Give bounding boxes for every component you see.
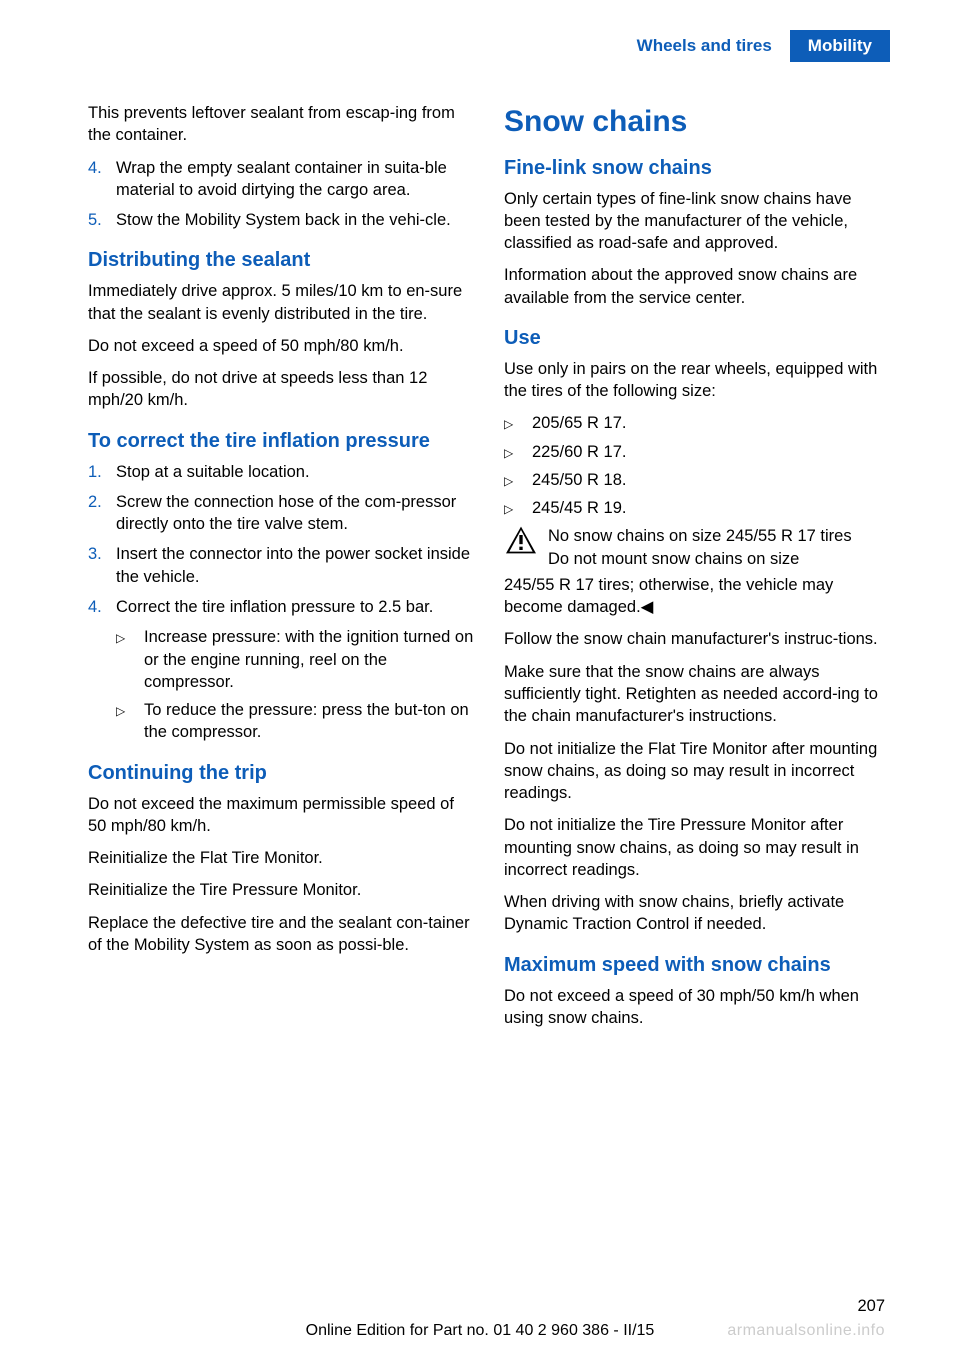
- body-text: Do not initialize the Tire Pressure Moni…: [504, 814, 890, 881]
- bullet-icon: ▷: [504, 469, 532, 491]
- bullet-icon: ▷: [504, 441, 532, 463]
- body-text: Reinitialize the Flat Tire Monitor.: [88, 847, 474, 869]
- body-text: Only certain types of fine-link snow cha…: [504, 188, 890, 255]
- warning-line: Do not mount snow chains on size: [548, 548, 852, 570]
- list-item: ▷To reduce the pressure: press the but‐t…: [116, 699, 474, 744]
- heading-max-speed: Maximum speed with snow chains: [504, 952, 890, 979]
- bullet-icon: ▷: [116, 699, 144, 744]
- bullet-icon: ▷: [504, 412, 532, 434]
- header-section-label: Wheels and tires: [619, 30, 790, 62]
- list-item: 3.Insert the connector into the power so…: [88, 543, 474, 588]
- step-number: 3.: [88, 543, 116, 588]
- watermark-text: armanualsonline.info: [727, 1322, 885, 1340]
- body-text: Immediately drive approx. 5 miles/10 km …: [88, 280, 474, 325]
- list-item: 4.Correct the tire inflation pressure to…: [88, 596, 474, 618]
- bullet-text: 245/45 R 19.: [532, 497, 627, 519]
- step-text: Stow the Mobility System back in the veh…: [116, 209, 451, 231]
- body-text: Follow the snow chain manufacturer's ins…: [504, 628, 890, 650]
- page-number: 207: [857, 1297, 885, 1316]
- warning-title: No snow chains on size 245/55 R 17 tires: [548, 525, 852, 547]
- warning-box: No snow chains on size 245/55 R 17 tires…: [504, 525, 890, 570]
- list-item: 2.Screw the connection hose of the com‐p…: [88, 491, 474, 536]
- bullet-text: 205/65 R 17.: [532, 412, 627, 434]
- body-text: Do not exceed a speed of 30 mph/50 km/h …: [504, 985, 890, 1030]
- content-columns: This prevents leftover sealant from esca…: [0, 62, 960, 1039]
- step-number: 2.: [88, 491, 116, 536]
- step-number: 5.: [88, 209, 116, 231]
- step-number: 4.: [88, 157, 116, 202]
- heading-use: Use: [504, 325, 890, 352]
- heading-fine-link: Fine-link snow chains: [504, 155, 890, 182]
- warning-text: No snow chains on size 245/55 R 17 tires…: [548, 525, 852, 570]
- heading-distributing: Distributing the sealant: [88, 247, 474, 274]
- tire-sizes-list: ▷205/65 R 17. ▷225/60 R 17. ▷245/50 R 18…: [504, 412, 890, 519]
- list-item: 4.Wrap the empty sealant container in su…: [88, 157, 474, 202]
- list-item: ▷205/65 R 17.: [504, 412, 890, 434]
- body-text: Information about the approved snow chai…: [504, 264, 890, 309]
- heading-correct-pressure: To correct the tire inflation pressure: [88, 428, 474, 455]
- list-item: 1.Stop at a suitable location.: [88, 461, 474, 483]
- step-text: Insert the connector into the power sock…: [116, 543, 474, 588]
- bullet-text: Increase pressure: with the ignition tur…: [144, 626, 474, 693]
- list-item: 5.Stow the Mobility System back in the v…: [88, 209, 474, 231]
- bullet-text: 225/60 R 17.: [532, 441, 627, 463]
- bullet-text: To reduce the pressure: press the but‐to…: [144, 699, 474, 744]
- body-text: Use only in pairs on the rear wheels, eq…: [504, 358, 890, 403]
- sub-b-list: ▷Increase pressure: with the ignition tu…: [88, 626, 474, 743]
- bullet-icon: ▷: [504, 497, 532, 519]
- warning-triangle-icon: [504, 525, 538, 555]
- intro-text: This prevents leftover sealant from esca…: [88, 102, 474, 147]
- body-text: Do not exceed the maximum permissible sp…: [88, 793, 474, 838]
- step-number: 1.: [88, 461, 116, 483]
- steps-b-list: 1.Stop at a suitable location. 2.Screw t…: [88, 461, 474, 619]
- body-text: Replace the defective tire and the seala…: [88, 912, 474, 957]
- heading-continuing: Continuing the trip: [88, 760, 474, 787]
- body-text: Reinitialize the Tire Pressure Monitor.: [88, 879, 474, 901]
- list-item: ▷245/50 R 18.: [504, 469, 890, 491]
- body-text: Make sure that the snow chains are alway…: [504, 661, 890, 728]
- list-item: ▷225/60 R 17.: [504, 441, 890, 463]
- body-text: Do not initialize the Flat Tire Monitor …: [504, 738, 890, 805]
- page-header: Wheels and tires Mobility: [0, 0, 960, 62]
- bullet-text: 245/50 R 18.: [532, 469, 627, 491]
- step-text: Screw the connection hose of the com‐pre…: [116, 491, 474, 536]
- heading-snow-chains: Snow chains: [504, 102, 890, 143]
- step-text: Correct the tire inflation pressure to 2…: [116, 596, 433, 618]
- steps-a-list: 4.Wrap the empty sealant container in su…: [88, 157, 474, 232]
- list-item: ▷Increase pressure: with the ignition tu…: [116, 626, 474, 693]
- left-column: This prevents leftover sealant from esca…: [88, 102, 474, 1039]
- bullet-icon: ▷: [116, 626, 144, 693]
- step-text: Wrap the empty sealant container in suit…: [116, 157, 474, 202]
- step-text: Stop at a suitable location.: [116, 461, 310, 483]
- body-text: When driving with snow chains, briefly a…: [504, 891, 890, 936]
- body-text: If possible, do not drive at speeds less…: [88, 367, 474, 412]
- warning-body: 245/55 R 17 tires; otherwise, the vehicl…: [504, 574, 890, 619]
- step-number: 4.: [88, 596, 116, 618]
- header-chapter-label: Mobility: [790, 30, 890, 62]
- list-item: ▷245/45 R 19.: [504, 497, 890, 519]
- body-text: Do not exceed a speed of 50 mph/80 km/h.: [88, 335, 474, 357]
- right-column: Snow chains Fine-link snow chains Only c…: [504, 102, 890, 1039]
